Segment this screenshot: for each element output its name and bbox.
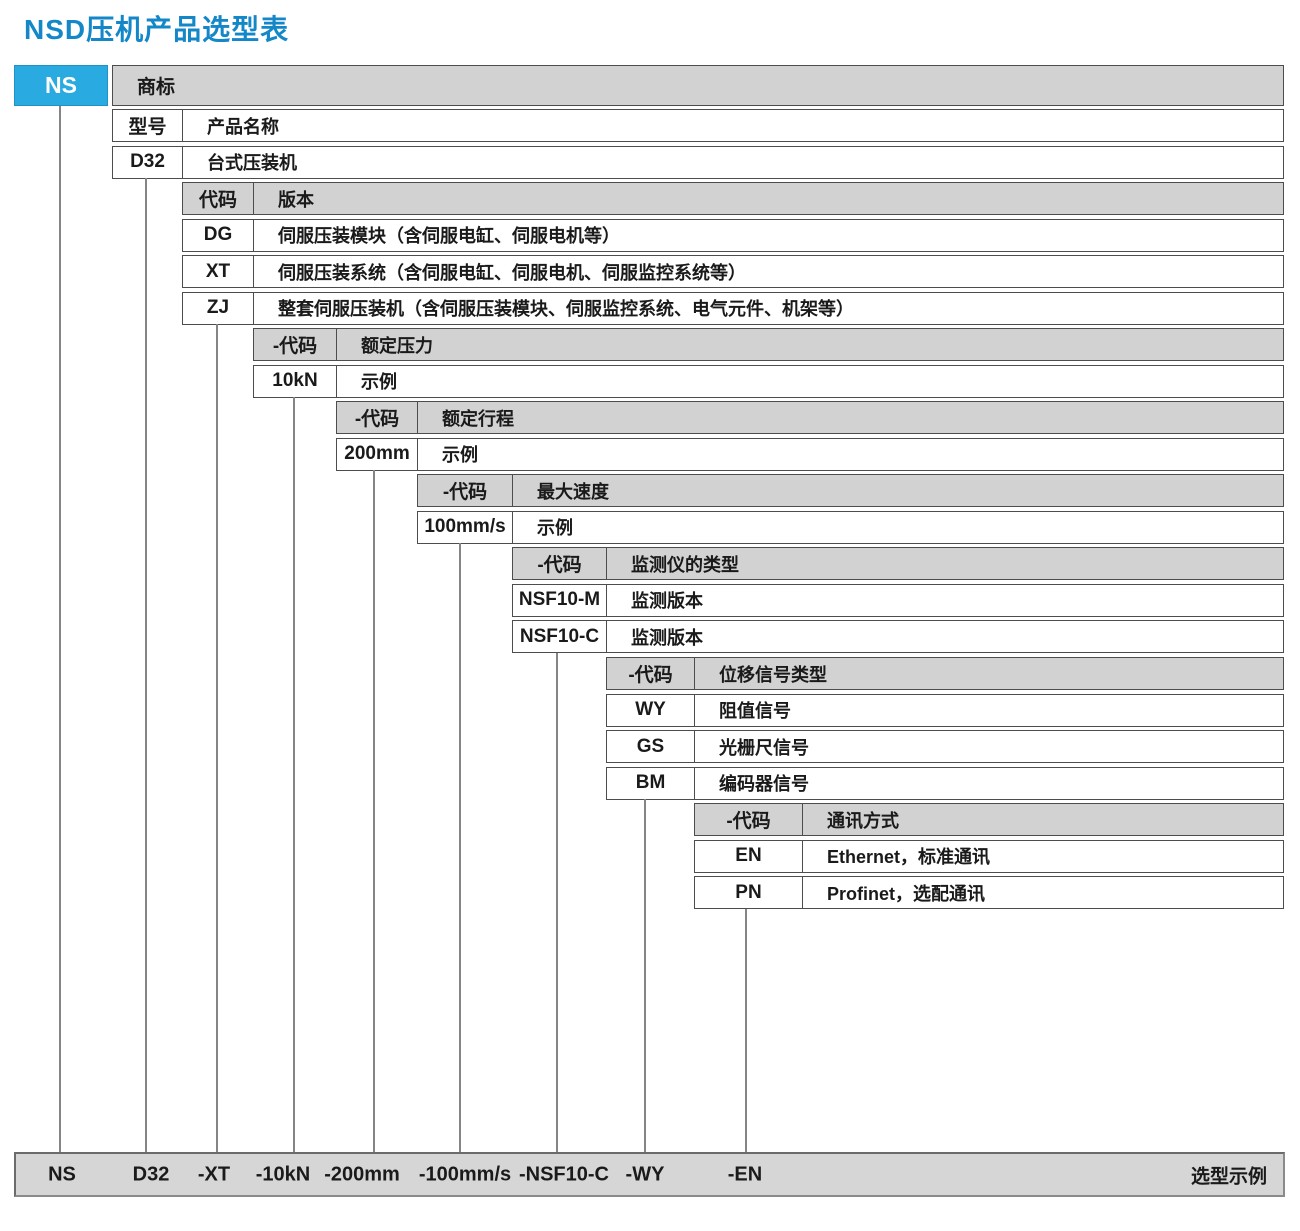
code-cell: NSF10-M	[513, 584, 607, 616]
example-segment: D32	[132, 1163, 170, 1185]
block-communication: -代码 通讯方式 EN Ethernet，标准通讯 PN Profinet，选配…	[694, 803, 1284, 913]
connector-line	[459, 543, 461, 1152]
code-row: BM 编码器信号	[606, 766, 1284, 800]
code-cell: 200mm	[337, 438, 418, 470]
code-cell: -代码	[254, 329, 337, 360]
desc-cell: 示例	[361, 372, 397, 392]
connector-line	[59, 106, 61, 1152]
code-row: D32 台式压装机	[112, 145, 1284, 179]
code-cell: XT	[183, 256, 254, 287]
example-segment: -NSF10-C	[518, 1163, 610, 1185]
example-bar: NS D32 -XT -10kN -200mm -100mm/s -NSF10-…	[14, 1152, 1285, 1197]
header-row: -代码 监测仪的类型	[512, 547, 1284, 580]
code-cell: -代码	[607, 658, 695, 689]
header-row: -代码 额定行程	[336, 401, 1284, 434]
desc-cell: 光栅尺信号	[719, 737, 809, 758]
block-monitor-type: -代码 监测仪的类型 NSF10-M 监测版本 NSF10-C 监测版本	[512, 547, 1284, 657]
example-segment: -EN	[727, 1163, 763, 1185]
code-cell: -代码	[337, 402, 418, 433]
block-max-speed: -代码 最大速度 100mm/s 示例	[417, 474, 1284, 547]
desc-cell: 额定行程	[442, 408, 514, 429]
desc-cell: 阻值信号	[719, 701, 791, 721]
brand-label-cell: 商标	[112, 65, 1284, 106]
connector-line	[373, 470, 375, 1152]
desc-cell: 伺服压装系统（含伺服电缸、伺服电机、伺服监控系统等）	[278, 262, 746, 283]
code-cell: GS	[607, 731, 695, 762]
code-cell: DG	[183, 219, 254, 251]
connector-line	[293, 397, 295, 1152]
connector-line	[556, 653, 558, 1152]
code-cell: 代码	[183, 183, 254, 214]
header-row: -代码 额定压力	[253, 328, 1284, 361]
example-segment: -WY	[625, 1163, 665, 1185]
desc-cell: 监测仪的类型	[631, 554, 739, 575]
desc-cell: 通讯方式	[827, 810, 899, 831]
desc-cell: 产品名称	[207, 116, 279, 137]
block-displacement-signal: -代码 位移信号类型 WY 阻值信号 GS 光栅尺信号 BM 编码器信号	[606, 657, 1284, 803]
desc-cell: 监测版本	[631, 627, 703, 648]
code-cell: WY	[607, 694, 695, 726]
code-cell: EN	[695, 840, 803, 872]
code-cell: D32	[113, 146, 183, 178]
code-cell: -代码	[695, 804, 803, 835]
code-row: GS 光栅尺信号	[606, 730, 1284, 763]
code-row: 200mm 示例	[336, 437, 1284, 471]
page-title: NSD压机产品选型表	[24, 14, 290, 45]
connector-line	[745, 909, 747, 1152]
example-caption: 选型示例	[1190, 1166, 1267, 1187]
code-cell: -代码	[513, 548, 607, 579]
code-cell: 100mm/s	[418, 511, 513, 543]
code-row: ZJ 整套伺服压装机（含伺服压装模块、伺服监控系统、电气元件、机架等）	[182, 291, 1284, 325]
block-model: 型号 产品名称 D32 台式压装机	[112, 109, 1284, 182]
code-cell: PN	[695, 877, 803, 908]
desc-cell: 示例	[537, 518, 573, 538]
code-row: PN Profinet，选配通讯	[694, 876, 1284, 909]
desc-cell: 编码器信号	[719, 774, 809, 794]
header-row: 型号 产品名称	[112, 109, 1284, 142]
code-cell: NSF10-C	[513, 621, 607, 652]
desc-cell: 监测版本	[631, 591, 703, 611]
code-cell: 10kN	[254, 365, 337, 397]
example-segment: -100mm/s	[418, 1163, 512, 1185]
connector-line	[216, 324, 218, 1152]
code-row: EN Ethernet，标准通讯	[694, 839, 1284, 873]
header-row: -代码 最大速度	[417, 474, 1284, 507]
code-row: DG 伺服压装模块（含伺服电缸、伺服电机等）	[182, 218, 1284, 252]
header-row: 代码 版本	[182, 182, 1284, 215]
desc-cell: 版本	[278, 189, 314, 210]
code-cell: -代码	[418, 475, 513, 506]
example-segment: NS	[48, 1163, 76, 1185]
code-row: WY 阻值信号	[606, 693, 1284, 727]
desc-cell: 伺服压装模块（含伺服电缸、伺服电机等）	[278, 226, 620, 246]
example-segment: -10kN	[255, 1163, 311, 1185]
desc-cell: Ethernet，标准通讯	[827, 847, 991, 867]
code-row: NSF10-C 监测版本	[512, 620, 1284, 653]
code-row: XT 伺服压装系统（含伺服电缸、伺服电机、伺服监控系统等）	[182, 255, 1284, 288]
desc-cell: 整套伺服压装机（含伺服压装模块、伺服监控系统、电气元件、机架等）	[278, 299, 854, 319]
desc-cell: 台式压装机	[207, 153, 297, 173]
block-rated-pressure: -代码 额定压力 10kN 示例	[253, 328, 1284, 401]
brand-code-box: NS	[14, 65, 108, 106]
code-cell: BM	[607, 767, 695, 799]
desc-cell: Profinet，选配通讯	[827, 883, 986, 904]
code-row: NSF10-M 监测版本	[512, 583, 1284, 617]
code-cell: 型号	[113, 110, 183, 141]
connector-line	[145, 178, 147, 1152]
desc-cell: 示例	[442, 445, 478, 465]
code-row: 100mm/s 示例	[417, 510, 1284, 544]
code-row: 10kN 示例	[253, 364, 1284, 398]
code-cell: ZJ	[183, 292, 254, 324]
example-segment: -XT	[197, 1163, 231, 1185]
block-version: 代码 版本 DG 伺服压装模块（含伺服电缸、伺服电机等） XT 伺服压装系统（含…	[182, 182, 1284, 328]
desc-cell: 位移信号类型	[719, 664, 827, 685]
desc-cell: 最大速度	[537, 481, 609, 502]
header-row: -代码 位移信号类型	[606, 657, 1284, 690]
connector-line	[644, 799, 646, 1152]
header-row: -代码 通讯方式	[694, 803, 1284, 836]
block-rated-stroke: -代码 额定行程 200mm 示例	[336, 401, 1284, 474]
example-segment: -200mm	[324, 1163, 400, 1185]
desc-cell: 额定压力	[361, 335, 433, 356]
